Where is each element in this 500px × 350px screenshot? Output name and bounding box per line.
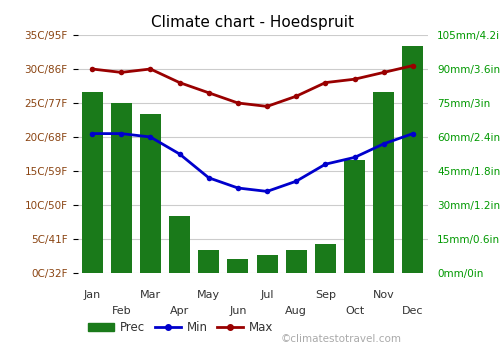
Text: Oct: Oct bbox=[345, 306, 364, 316]
Text: Aug: Aug bbox=[286, 306, 307, 316]
Bar bbox=[286, 250, 306, 273]
Text: May: May bbox=[197, 290, 220, 300]
Text: Jun: Jun bbox=[229, 306, 246, 316]
Text: Dec: Dec bbox=[402, 306, 423, 316]
Bar bbox=[344, 160, 365, 273]
Text: Jul: Jul bbox=[260, 290, 274, 300]
Bar bbox=[315, 244, 336, 273]
Title: Climate chart - Hoedspruit: Climate chart - Hoedspruit bbox=[151, 15, 354, 30]
Text: Mar: Mar bbox=[140, 290, 161, 300]
Bar bbox=[402, 46, 423, 273]
Text: Sep: Sep bbox=[315, 290, 336, 300]
Legend: Prec, Min, Max: Prec, Min, Max bbox=[84, 316, 278, 338]
Text: Feb: Feb bbox=[112, 306, 131, 316]
Bar bbox=[228, 259, 248, 273]
Bar bbox=[111, 103, 132, 273]
Bar bbox=[198, 250, 219, 273]
Text: Nov: Nov bbox=[373, 290, 394, 300]
Text: Apr: Apr bbox=[170, 306, 189, 316]
Bar bbox=[256, 255, 278, 273]
Bar bbox=[82, 92, 102, 273]
Bar bbox=[140, 114, 161, 273]
Bar bbox=[169, 216, 190, 273]
Text: ©climatestotravel.com: ©climatestotravel.com bbox=[280, 334, 402, 344]
Text: Jan: Jan bbox=[84, 290, 100, 300]
Bar bbox=[373, 92, 394, 273]
